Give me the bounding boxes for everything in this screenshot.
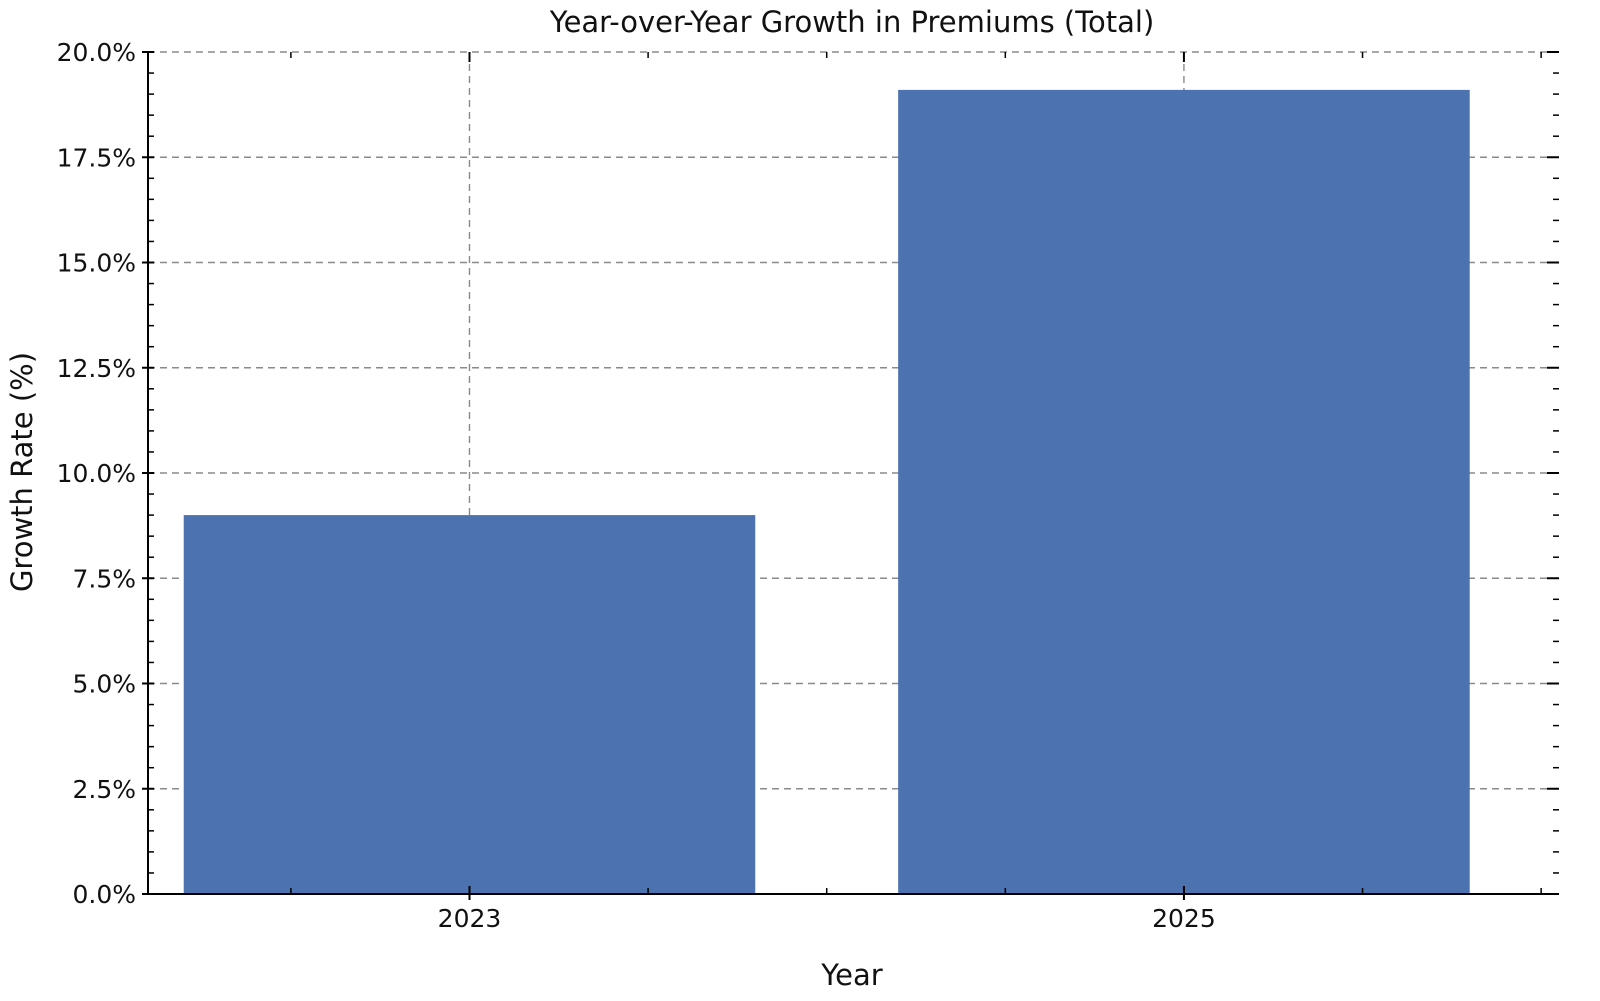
y-tick-label: 15.0%: [57, 249, 136, 278]
x-axis-label: Year: [820, 958, 882, 992]
y-tick-label: 20.0%: [57, 38, 136, 67]
chart-title: Year-over-Year Growth in Premiums (Total…: [549, 5, 1155, 39]
y-axis-label: Growth Rate (%): [5, 352, 39, 592]
x-tick-label: 2025: [1152, 904, 1216, 933]
y-tick-label: 7.5%: [72, 564, 136, 593]
ticks: [142, 51, 1559, 900]
bar-2023: [183, 515, 756, 894]
y-tick-label: 17.5%: [57, 143, 136, 172]
y-tick-label: 5.0%: [72, 670, 136, 699]
y-tick-label: 0.0%: [72, 880, 136, 909]
y-tick-label: 10.0%: [57, 459, 136, 488]
y-tick-label: 2.5%: [72, 775, 136, 804]
bars: [183, 89, 1470, 894]
tick-labels: 0.0% 2.5% 5.0% 7.5% 10.0% 12.5% 15.0% 17.5% 20.0…: [57, 38, 1216, 933]
x-tick-label: 2023: [438, 904, 502, 933]
y-tick-label: 12.5%: [57, 354, 136, 383]
bar-2025: [898, 89, 1470, 894]
